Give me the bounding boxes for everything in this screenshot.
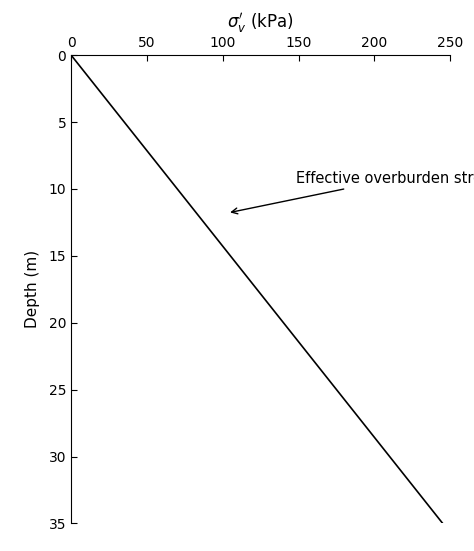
X-axis label: $\sigma_v^{\prime}$ (kPa): $\sigma_v^{\prime}$ (kPa) — [228, 12, 294, 35]
Text: Effective overburden stress: Effective overburden stress — [232, 171, 474, 214]
Y-axis label: Depth (m): Depth (m) — [25, 250, 40, 328]
